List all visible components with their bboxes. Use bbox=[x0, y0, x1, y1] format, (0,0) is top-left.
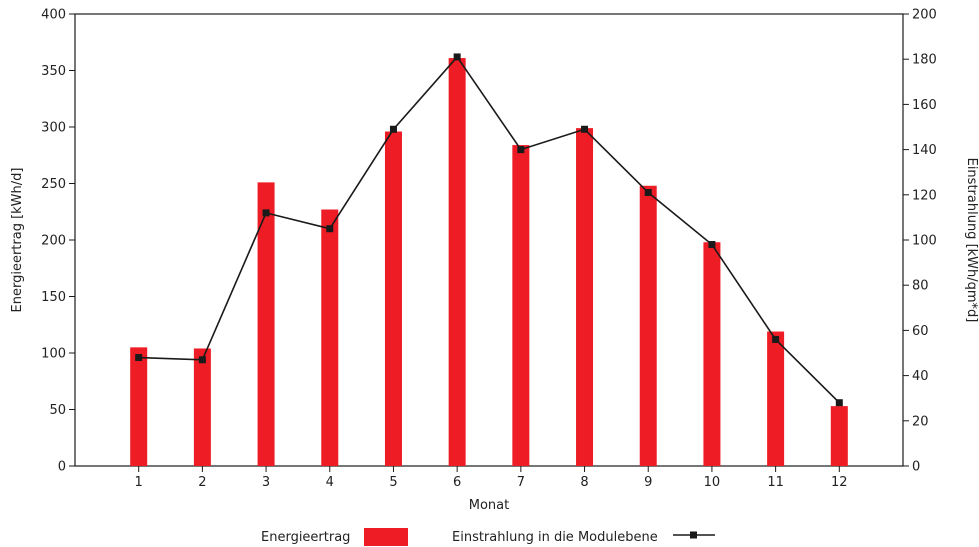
right-tick-label: 20 bbox=[912, 414, 929, 429]
right-tick-label: 100 bbox=[912, 234, 937, 249]
point-einstrahlung bbox=[198, 356, 206, 364]
bar-energieertrag bbox=[321, 209, 339, 467]
left-tick-label: 100 bbox=[41, 347, 66, 362]
left-axis-ticks: 0 50 100 150 200 250 300 350 400 bbox=[41, 8, 75, 475]
point-einstrahlung bbox=[262, 209, 270, 217]
x-tick-label: 11 bbox=[767, 475, 784, 490]
right-tick-label: 80 bbox=[912, 279, 929, 294]
point-einstrahlung bbox=[135, 354, 143, 362]
bar-energieertrag bbox=[639, 185, 657, 466]
bar-energieertrag bbox=[767, 331, 785, 466]
x-tick-label: 8 bbox=[580, 475, 588, 490]
right-tick-label: 140 bbox=[912, 143, 937, 158]
legend-label-einstrahlung: Einstrahlung in die Modulebene bbox=[452, 530, 658, 545]
x-tick-label: 10 bbox=[704, 475, 721, 490]
x-axis-title: Monat bbox=[469, 498, 509, 513]
bar-energieertrag bbox=[512, 145, 530, 466]
left-tick-label: 200 bbox=[41, 234, 66, 249]
legend-marker-einstrahlung bbox=[690, 531, 697, 539]
x-tick-label: 12 bbox=[831, 475, 848, 490]
bar-energieertrag bbox=[703, 242, 721, 466]
legend-swatch-energieertrag bbox=[364, 528, 408, 546]
x-tick-label: 2 bbox=[198, 475, 206, 490]
legend-label-energieertrag: Energieertrag bbox=[261, 530, 350, 545]
left-tick-label: 150 bbox=[41, 290, 66, 305]
point-einstrahlung bbox=[708, 241, 716, 249]
x-tick-label: 3 bbox=[262, 475, 270, 490]
x-tick-label: 6 bbox=[453, 475, 461, 490]
x-tick-label: 1 bbox=[135, 475, 143, 490]
bar-energieertrag bbox=[384, 131, 402, 466]
point-einstrahlung bbox=[326, 225, 334, 233]
point-einstrahlung bbox=[835, 399, 843, 407]
left-tick-label: 50 bbox=[49, 403, 66, 418]
right-tick-label: 0 bbox=[912, 460, 920, 475]
point-einstrahlung bbox=[581, 125, 589, 133]
point-einstrahlung bbox=[517, 146, 525, 154]
left-axis-title: Energieertrag [kWh/d] bbox=[10, 168, 25, 313]
point-einstrahlung bbox=[453, 53, 461, 61]
left-tick-label: 400 bbox=[41, 8, 66, 23]
left-tick-label: 300 bbox=[41, 121, 66, 136]
right-tick-label: 160 bbox=[912, 98, 937, 113]
point-einstrahlung bbox=[389, 125, 397, 133]
x-tick-label: 4 bbox=[326, 475, 334, 490]
right-tick-label: 60 bbox=[912, 324, 929, 339]
line-einstrahlung bbox=[138, 55, 840, 404]
left-tick-label: 350 bbox=[41, 64, 66, 79]
point-einstrahlung bbox=[772, 335, 780, 343]
right-tick-label: 180 bbox=[912, 53, 937, 68]
right-tick-label: 120 bbox=[912, 188, 937, 203]
right-tick-label: 200 bbox=[912, 8, 937, 23]
legend: Energieertrag Einstrahlung in die Module… bbox=[261, 528, 715, 546]
x-tick-label: 9 bbox=[644, 475, 652, 490]
left-tick-label: 250 bbox=[41, 177, 66, 192]
bar-energieertrag bbox=[193, 348, 211, 466]
right-axis-ticks: 0 20 40 60 80 100 120 140 160 180 200 bbox=[903, 8, 937, 475]
bar-energieertrag bbox=[830, 406, 848, 466]
right-tick-label: 40 bbox=[912, 369, 929, 384]
bar-energieertrag bbox=[576, 128, 594, 466]
line-series bbox=[135, 53, 843, 407]
x-tick-label: 7 bbox=[517, 475, 525, 490]
right-axis-title: Einstrahlung [kWh/qm*d] bbox=[964, 158, 979, 323]
x-tick-label: 5 bbox=[389, 475, 397, 490]
left-tick-label: 0 bbox=[58, 460, 66, 475]
bar-energieertrag bbox=[257, 182, 275, 466]
bar-energieertrag bbox=[448, 58, 466, 466]
bar-energieertrag bbox=[130, 347, 148, 466]
point-einstrahlung bbox=[644, 189, 652, 197]
bar-series bbox=[130, 58, 848, 467]
x-axis-ticks: 1 2 3 4 5 6 7 8 9 10 11 12 bbox=[135, 466, 848, 490]
